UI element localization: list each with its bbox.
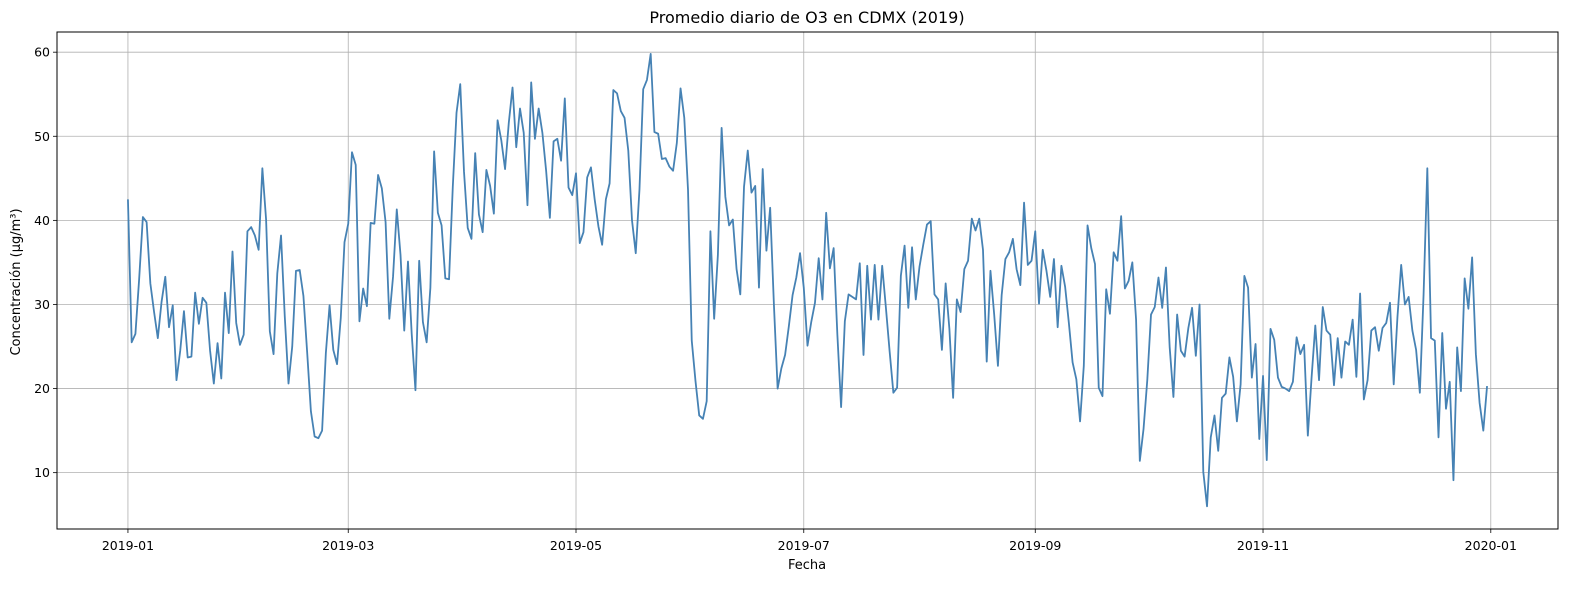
chart-title: Promedio diario de O3 en CDMX (2019) xyxy=(649,8,964,27)
x-tick-label: 2019-09 xyxy=(1009,538,1061,553)
y-tick-label: 50 xyxy=(34,129,50,144)
y-tick-label: 40 xyxy=(34,213,50,228)
x-tick-label: 2019-11 xyxy=(1237,538,1289,553)
x-tick-label: 2020-01 xyxy=(1465,538,1517,553)
y-axis: 10 20 30 40 50 60 xyxy=(34,45,57,480)
y-axis-label: Concentración (µg/m³) xyxy=(9,208,24,355)
y-tick-label: 60 xyxy=(34,45,50,60)
plot-frame xyxy=(56,31,1559,530)
x-axis: 2019-01 2019-03 2019-05 2019-07 2019-09 2019-… xyxy=(102,529,1517,553)
x-tick-label: 2019-03 xyxy=(322,538,374,553)
series-line xyxy=(127,52,1488,508)
y-tick-label: 20 xyxy=(34,381,50,396)
y-tick-label: 30 xyxy=(34,297,50,312)
grid xyxy=(57,32,1558,529)
x-axis-label: Fecha xyxy=(788,558,826,573)
x-tick-label: 2019-01 xyxy=(102,538,154,553)
x-tick-label: 2019-07 xyxy=(778,538,830,553)
y-tick-label: 10 xyxy=(34,465,50,480)
x-tick-label: 2019-05 xyxy=(550,538,602,553)
